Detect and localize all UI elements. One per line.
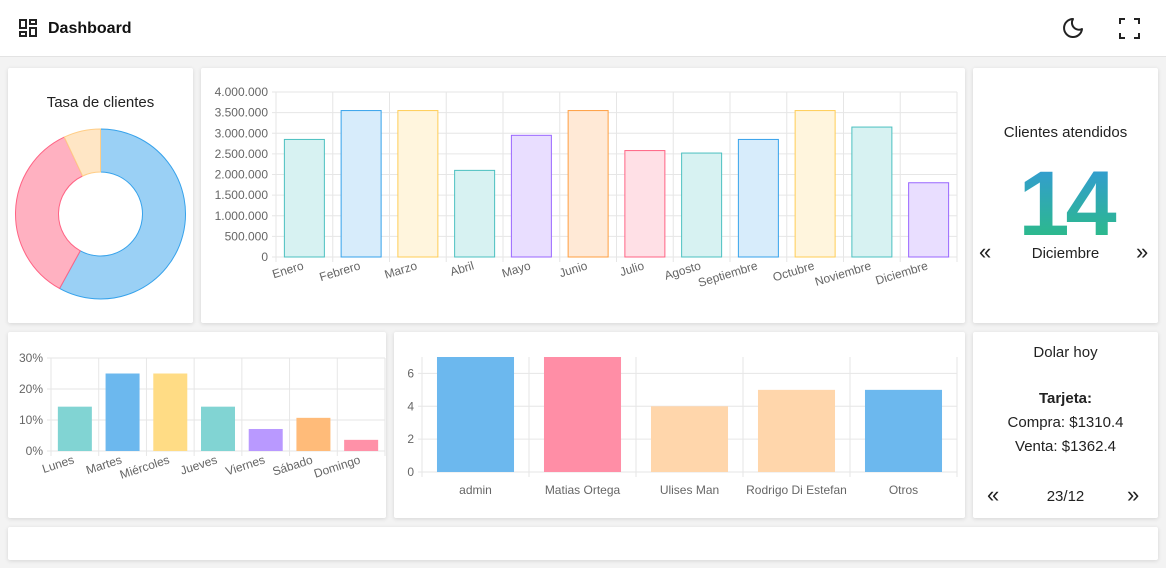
bar <box>397 110 439 258</box>
clients-served-card: Clientes atendidos 14 « Diciembre » <box>973 68 1158 323</box>
bar <box>153 373 188 451</box>
bar <box>105 373 140 451</box>
page-title: Dashboard <box>48 20 132 37</box>
bar <box>908 182 950 258</box>
bar <box>851 126 893 258</box>
x-tick-label: Julio <box>618 258 646 279</box>
fullscreen-icon[interactable] <box>1119 18 1140 39</box>
users-bar-chart: 0 2 4 6 admin Matias Ortega Ulises Man Rodrigo … <box>407 357 958 497</box>
y-tick-label: 4.000.000 <box>215 85 269 99</box>
y-tick-label: 3.500.000 <box>215 106 269 120</box>
y-tick-label: 0 <box>261 250 268 264</box>
bar <box>794 110 836 258</box>
bar <box>737 138 779 258</box>
users-chart-card: 0 2 4 6 admin Matias Ortega Ulises Man Rodrigo … <box>394 332 965 518</box>
clients-served-count: 14 <box>973 158 1158 250</box>
y-tick-label: 30% <box>19 351 43 365</box>
x-tick-label: Domingo <box>312 452 362 480</box>
dashboard-grid-icon <box>19 19 37 37</box>
next-month-button[interactable]: » <box>1136 239 1149 264</box>
x-tick-label: Lunes <box>40 453 75 476</box>
y-tick-label: 2 <box>407 432 414 446</box>
x-tick-label: Viernes <box>224 453 267 479</box>
bar <box>454 169 496 258</box>
client-rate-card: Tasa de clientes <box>8 68 193 323</box>
bar <box>57 406 92 451</box>
x-tick-label: Sábado <box>271 452 315 478</box>
bar <box>650 406 729 472</box>
top-bar: Dashboard <box>0 0 1166 57</box>
bar <box>624 150 666 258</box>
clients-served-month: Diciembre <box>1031 245 1100 262</box>
y-tick-label: 2.500.000 <box>215 147 269 161</box>
bar <box>567 110 609 258</box>
weekly-chart-card: 0% 10% 20% 30% Lunes Martes Miércoles Jueves Vie… <box>8 332 386 518</box>
y-tick-label: 0% <box>26 444 44 458</box>
bar <box>757 389 836 472</box>
x-tick-label: Matias Ortega <box>545 483 621 497</box>
x-tick-label: Martes <box>84 453 123 478</box>
bar <box>864 389 943 472</box>
prev-month-button[interactable]: « <box>979 239 992 264</box>
bar <box>436 357 515 472</box>
x-tick-label: Jueves <box>178 453 218 478</box>
bar <box>296 417 331 451</box>
sell-rate: Venta: $1362.4 <box>1015 438 1116 455</box>
y-tick-label: 4 <box>407 399 414 413</box>
x-tick-label: Diciembre <box>874 258 930 287</box>
bar <box>510 134 552 258</box>
x-tick-label: Otros <box>889 483 918 497</box>
x-tick-label: Miércoles <box>118 453 171 482</box>
x-tick-label: Octubre <box>771 258 816 284</box>
client-rate-title: Tasa de clientes <box>46 94 155 111</box>
y-tick-label: 20% <box>19 382 43 396</box>
donut-slice <box>63 128 101 177</box>
x-tick-label: Febrero <box>318 258 363 284</box>
x-tick-label: Septiembre <box>696 258 759 289</box>
next-day-button[interactable]: » <box>1127 482 1140 507</box>
x-tick-label: admin <box>459 483 492 497</box>
y-tick-label: 2.000.000 <box>215 168 269 182</box>
x-tick-label: Mayo <box>500 258 532 280</box>
y-tick-label: 500.000 <box>225 229 269 243</box>
bar <box>248 428 283 451</box>
bar <box>344 439 379 451</box>
x-tick-label: Junio <box>557 258 589 280</box>
bar <box>681 152 723 258</box>
bottom-panel <box>8 527 1158 560</box>
donut-slice <box>58 128 186 300</box>
bar <box>201 406 235 451</box>
bar <box>340 110 382 258</box>
y-tick-label: 1.500.000 <box>215 188 269 202</box>
y-tick-label: 6 <box>407 366 414 380</box>
moon-icon[interactable] <box>1062 17 1084 39</box>
prev-day-button[interactable]: « <box>987 482 1000 507</box>
donut-slice <box>15 136 84 290</box>
x-tick-label: Rodrigo Di Estefan <box>746 483 847 497</box>
x-tick-label: Ulises Man <box>660 483 719 497</box>
y-tick-label: 0 <box>407 465 414 479</box>
x-tick-label: Noviembre <box>813 258 873 288</box>
dollar-rate-title: Dolar hoy <box>1033 344 1098 361</box>
bar <box>543 357 622 472</box>
dollar-rate-card: Dolar hoy Tarjeta: Compra: $1310.4 Venta… <box>973 332 1158 518</box>
clients-served-title: Clientes atendidos <box>1003 124 1128 141</box>
dollar-rate-date: 23/12 <box>1046 488 1085 505</box>
x-tick-label: Abril <box>448 258 475 278</box>
y-tick-label: 10% <box>19 413 43 427</box>
monthly-bar-chart: 0 500.000 1.000.000 1.500.000 2.000.000 2.500… <box>215 85 958 290</box>
x-tick-label: Marzo <box>383 258 419 281</box>
card-rate-label: Tarjeta: <box>1038 390 1093 407</box>
y-tick-label: 3.000.000 <box>215 126 269 140</box>
monthly-chart-card: 0 500.000 1.000.000 1.500.000 2.000.000 2.500… <box>201 68 965 323</box>
buy-rate: Compra: $1310.4 <box>1007 414 1124 431</box>
y-tick-label: 1.000.000 <box>215 209 269 223</box>
bar <box>283 138 325 258</box>
client-rate-donut-chart <box>15 128 186 300</box>
